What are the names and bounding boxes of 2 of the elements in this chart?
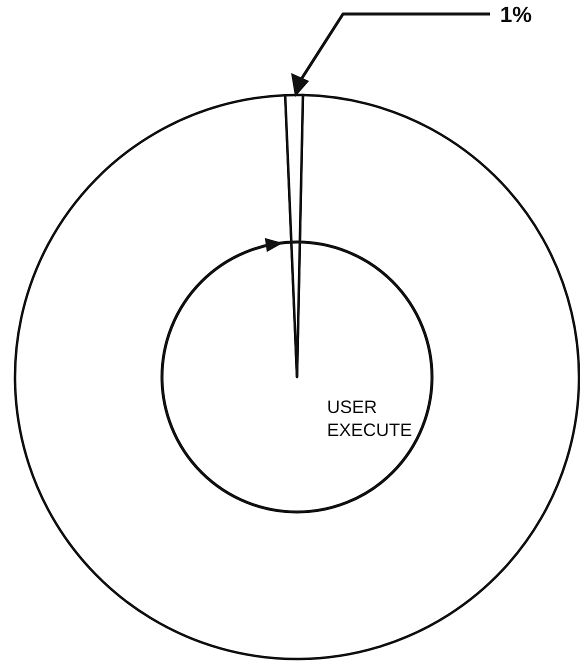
slice-label: USER EXECUTE — [327, 397, 412, 440]
data-label: 1% — [500, 2, 532, 27]
